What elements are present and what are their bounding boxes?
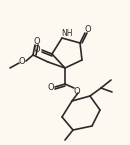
Text: NH: NH (61, 29, 73, 38)
Text: O: O (34, 37, 40, 46)
Text: O: O (48, 84, 54, 93)
Text: O: O (19, 57, 25, 66)
Text: O: O (34, 45, 40, 54)
Text: O: O (74, 87, 80, 96)
Text: O: O (85, 26, 91, 35)
